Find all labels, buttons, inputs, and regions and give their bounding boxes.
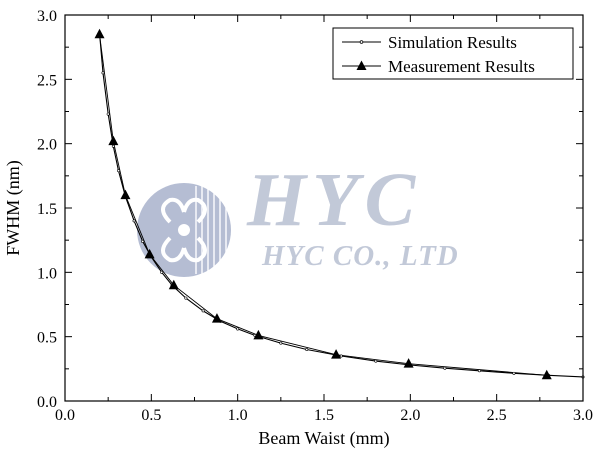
watermark-logo-icon	[137, 183, 231, 277]
simulation-point	[305, 348, 309, 352]
simulation-point	[374, 359, 378, 363]
simulation-point	[117, 169, 121, 173]
y-tick-labels: 0.0 0.5 1.0 1.5 2.0 2.5 3.0	[37, 8, 57, 411]
simulation-point	[101, 71, 105, 75]
series-group	[94, 28, 585, 380]
measurement-point	[403, 358, 414, 368]
x-tick-label: 0.0	[55, 407, 75, 424]
simulation-point	[339, 354, 343, 358]
x-tick-label: 1.0	[228, 407, 248, 424]
legend-marker-simulation	[359, 40, 364, 44]
measurement-point	[168, 279, 179, 290]
measurement-point	[144, 248, 155, 259]
legend-marker-measurement	[356, 60, 367, 70]
x-tick-labels: 0.0 0.5 1.0 1.5 2.0 2.5 3.0	[55, 407, 593, 424]
simulation-point	[132, 219, 136, 223]
measurement-point	[120, 189, 131, 200]
measurement-point	[541, 369, 552, 380]
y-tick-label: 1.0	[37, 265, 57, 282]
x-tick-label: 1.5	[314, 407, 334, 424]
tick-marks	[64, 14, 584, 402]
simulation-point	[160, 270, 164, 274]
y-tick-label: 3.0	[37, 8, 57, 25]
legend-label-measurement: Measurement Results	[388, 57, 535, 76]
watermark: HYC HYC CO., LTD	[137, 158, 459, 277]
y-tick-label: 0.0	[37, 394, 57, 411]
x-tick-label: 2.5	[487, 407, 507, 424]
x-tick-label: 3.0	[573, 407, 593, 424]
measurement-point	[331, 349, 342, 359]
simulation-point	[111, 144, 115, 148]
plot-frame	[64, 14, 584, 402]
measurement-point	[211, 313, 222, 323]
simulation-point	[512, 371, 516, 375]
y-tick-label: 0.5	[37, 330, 57, 347]
legend-label-simulation: Simulation Results	[388, 33, 517, 52]
simulation-point	[106, 112, 110, 116]
simulation-point	[236, 327, 240, 331]
y-tick-label: 2.5	[37, 72, 57, 89]
watermark-main-text: HYC	[246, 158, 421, 242]
x-axis-title: Beam Waist (mm)	[258, 428, 389, 449]
simulation-point	[201, 309, 205, 313]
measurement-point	[108, 135, 119, 146]
simulation-point	[443, 366, 447, 370]
watermark-sub-text: HYC CO., LTD	[261, 240, 459, 272]
legend-box	[332, 27, 574, 80]
y-tick-label: 2.0	[37, 137, 57, 154]
simulation-point	[184, 296, 188, 300]
simulation-point	[477, 369, 481, 373]
x-tick-label: 2.0	[400, 407, 420, 424]
simulation-line	[98, 32, 584, 378]
x-tick-label: 0.5	[141, 407, 161, 424]
y-tick-label: 1.5	[37, 201, 57, 218]
measurement-point	[253, 329, 264, 340]
simulation-point	[141, 239, 145, 243]
measurement-line	[99, 34, 547, 376]
y-axis-title: FWHM (nm)	[3, 160, 24, 256]
measurement-point	[94, 28, 105, 39]
simulation-point	[279, 341, 283, 345]
legend: Simulation Results Measurement Results	[332, 27, 574, 80]
